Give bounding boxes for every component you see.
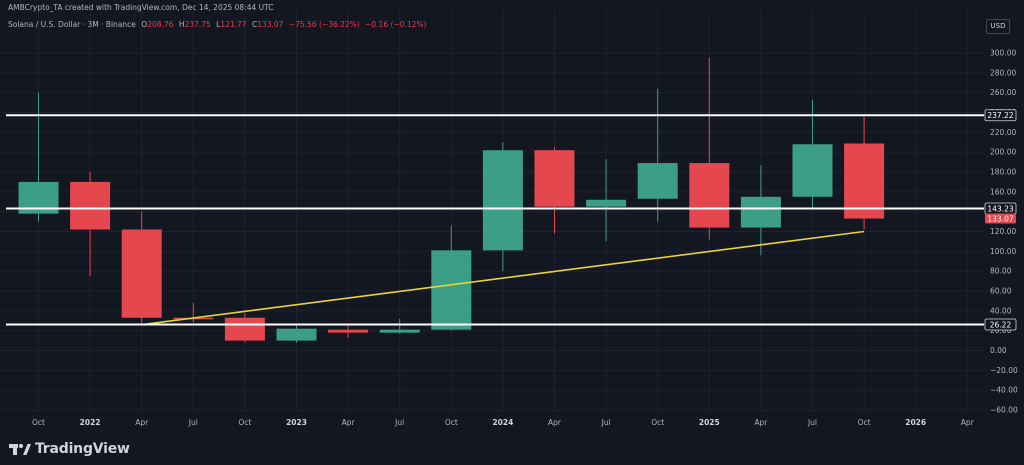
candle <box>482 142 523 272</box>
last-price-tag <box>985 213 1016 224</box>
level-price-tag <box>984 318 1017 331</box>
open-label: O <box>141 20 148 29</box>
y-tick-label: −40.00 <box>990 386 1018 395</box>
x-tick-label: 2022 <box>80 418 101 427</box>
last-price-label: 133.07 <box>987 214 1013 223</box>
candle-body <box>70 181 111 230</box>
level-price-label: 26.22 <box>990 320 1012 329</box>
candle-body <box>586 199 627 207</box>
y-tick-label: 300.00 <box>990 49 1016 58</box>
credit-text: AMBCrypto_TA created with TradingView.co… <box>8 3 274 12</box>
candle-body <box>276 328 317 341</box>
open-value: 208.76 <box>147 20 174 29</box>
y-tick-label: 40.00 <box>990 306 1012 315</box>
y-tick-label: 80.00 <box>990 267 1012 276</box>
currency-button[interactable]: USD <box>986 19 1010 34</box>
tradingview-logo: TradingView <box>9 441 130 457</box>
candle <box>328 323 369 338</box>
x-tick-label: Jul <box>394 418 404 427</box>
low-label: L <box>216 20 221 29</box>
candle <box>637 88 678 222</box>
close-value: 133.07 <box>257 20 284 29</box>
x-tick-label: Apr <box>135 418 149 427</box>
y-tick-label: 120.00 <box>990 227 1016 236</box>
candle-body <box>224 317 265 341</box>
x-tick-label: Apr <box>548 418 562 427</box>
symbol-title: Solana / U.S. Dollar · 3M · Binance <box>8 20 136 29</box>
trend-line <box>141 230 865 326</box>
candle-body <box>328 329 369 333</box>
candle <box>276 323 317 343</box>
y-tick-label: 20.00 <box>990 326 1012 335</box>
close-label: C <box>251 20 258 29</box>
y-tick-label: 280.00 <box>990 68 1016 77</box>
level-price-label: 143.23 <box>987 204 1013 213</box>
y-tick-label: 220.00 <box>990 128 1016 137</box>
low-value: 121.77 <box>220 20 247 29</box>
y-tick-label: 0.00 <box>990 346 1007 355</box>
candle-body <box>379 329 420 333</box>
x-tick-label: Jul <box>188 418 198 427</box>
x-tick-label: Oct <box>32 418 45 427</box>
candle-body <box>740 196 781 228</box>
candle-body <box>792 144 833 197</box>
y-tick-label: 100.00 <box>990 247 1016 256</box>
x-tick-label: 2024 <box>492 418 513 427</box>
change-value: −75.56 (−36.22%) <box>288 20 360 29</box>
high-value: 237.75 <box>184 20 211 29</box>
drawings[interactable]: 237.22 143.23 26.22 133.07 <box>6 109 1017 331</box>
x-tick-label: Apr <box>961 418 975 427</box>
candle <box>792 99 833 209</box>
x-tick-label: Oct <box>445 418 458 427</box>
x-tick-label: Apr <box>342 418 356 427</box>
candle-body <box>121 229 162 318</box>
candle <box>844 114 885 230</box>
candle <box>70 172 111 277</box>
y-tick-label: 180.00 <box>990 168 1016 177</box>
tradingview-logo-icon <box>9 443 31 455</box>
x-tick-label: 2025 <box>699 418 720 427</box>
y-tick-label: 160.00 <box>990 187 1016 196</box>
tradingview-logo-text: TradingView <box>35 441 130 457</box>
x-tick-label: Jul <box>807 418 817 427</box>
candle-body <box>482 150 523 251</box>
high-label: H <box>178 20 185 29</box>
candle <box>379 318 420 334</box>
candle-body <box>637 163 678 199</box>
candle-body <box>431 250 472 330</box>
x-tick-label: 2026 <box>905 418 926 427</box>
candle <box>431 225 472 331</box>
y-tick-label: 60.00 <box>990 287 1012 296</box>
y-tick-label: 260.00 <box>990 88 1016 97</box>
level-price-label: 237.22 <box>987 111 1013 120</box>
symbol-legend: Solana / U.S. Dollar · 3M · Binance O208… <box>8 20 429 29</box>
candle <box>121 211 162 325</box>
x-tick-label: Oct <box>651 418 664 427</box>
candles[interactable] <box>18 57 885 343</box>
candle-body <box>534 150 575 207</box>
x-tick-label: Oct <box>238 418 251 427</box>
candle <box>740 165 781 256</box>
y-tick-label: −20.00 <box>990 366 1018 375</box>
y-tick-label: 200.00 <box>990 148 1016 157</box>
spread-value: −0.16 (−0.12%) <box>365 20 427 29</box>
candle <box>586 159 627 242</box>
candle-body <box>844 143 885 219</box>
x-tick-label: Apr <box>754 418 768 427</box>
y-tick-label: −60.00 <box>990 406 1018 415</box>
candle-body <box>689 163 730 228</box>
candle <box>224 312 265 343</box>
x-tick-label: 2023 <box>286 418 307 427</box>
x-tick-label: Jul <box>601 418 611 427</box>
x-tick-label: Oct <box>858 418 871 427</box>
level-price-tag <box>984 109 1017 122</box>
candle <box>534 147 575 234</box>
